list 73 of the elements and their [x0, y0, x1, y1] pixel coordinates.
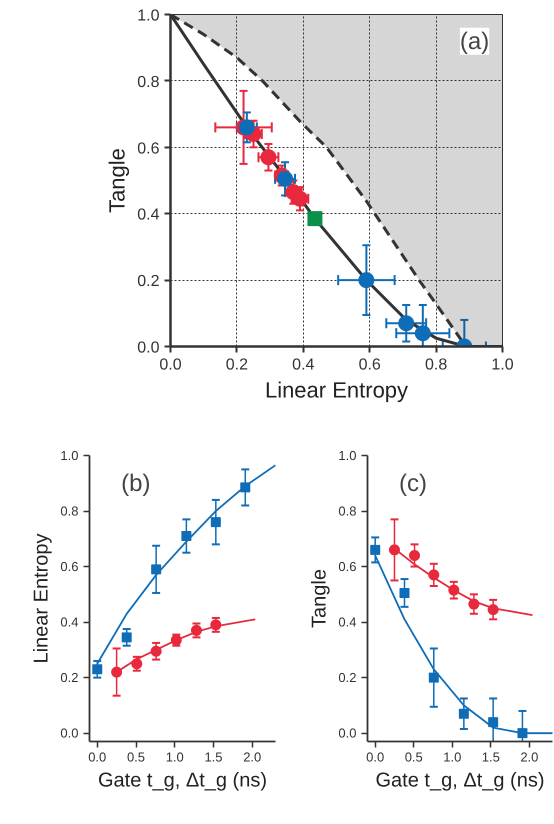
- x-axis-title: Gate t_g, Δt_g (ns): [98, 770, 268, 792]
- y-axis-title: Linear Entropy: [30, 533, 52, 664]
- x-tick-label: 0.0: [88, 750, 106, 764]
- x-tick-label: 0.4: [292, 356, 315, 374]
- x-tick-label: 0.0: [159, 356, 182, 374]
- point: [210, 517, 221, 528]
- y-tick-label: 0.6: [137, 140, 160, 158]
- point: [260, 149, 276, 166]
- point: [428, 672, 439, 683]
- y-tick-label: 0.0: [338, 726, 357, 741]
- point: [122, 632, 132, 642]
- point: [398, 315, 414, 332]
- y-tick-label: 0.8: [338, 504, 357, 519]
- x-axis-title: Linear Entropy: [264, 378, 408, 402]
- point: [428, 569, 440, 580]
- point: [400, 588, 410, 598]
- y-tick-label: 1.0: [60, 448, 79, 463]
- x-tick-label: 1.5: [482, 750, 500, 764]
- y-tick-label: 0.8: [137, 74, 160, 91]
- point: [370, 544, 380, 555]
- point: [210, 619, 222, 630]
- point: [448, 584, 460, 596]
- y-tick-label: 0.4: [137, 206, 160, 224]
- x-tick-label: 1.5: [204, 750, 223, 764]
- y-tick-label: 0.8: [60, 504, 79, 519]
- x-tick-label: 0.6: [358, 356, 381, 374]
- point: [151, 564, 162, 574]
- x-tick-label: 1.0: [443, 750, 462, 764]
- y-tick-label: 0.2: [60, 670, 79, 686]
- y-tick-label: 0.6: [338, 559, 357, 574]
- point: [131, 658, 142, 670]
- y-tick-label: 0.2: [137, 273, 160, 290]
- point: [181, 531, 192, 542]
- point: [111, 666, 122, 678]
- point: [277, 170, 294, 187]
- point: [238, 119, 255, 136]
- point: [517, 728, 528, 738]
- y-tick-label: 1.0: [137, 8, 160, 24]
- annotation: (a): [460, 28, 490, 55]
- y-tick-label: 0.6: [60, 559, 79, 574]
- point: [488, 604, 499, 616]
- point: [388, 544, 400, 556]
- y-tick-label: 0.0: [60, 726, 79, 741]
- point: [468, 598, 480, 610]
- x-tick-label: 0.8: [424, 356, 448, 374]
- y-tick-label: 0.2: [338, 670, 357, 686]
- x-tick-label: 0.5: [126, 750, 146, 764]
- point: [414, 325, 431, 342]
- y-tick-label: 1.0: [338, 448, 357, 463]
- point: [409, 550, 420, 561]
- point: [150, 646, 162, 657]
- x-tick-label: 1.0: [166, 750, 184, 764]
- point: [458, 708, 469, 719]
- x-tick-label: 2.0: [520, 750, 538, 764]
- point: [92, 664, 102, 674]
- y-tick-label: 0.0: [137, 340, 160, 356]
- x-tick-label: 0.0: [366, 750, 384, 764]
- point: [190, 624, 202, 636]
- y-tick-label: 0.4: [60, 614, 79, 630]
- annotation: (c): [398, 470, 427, 497]
- x-tick-label: 1.0: [491, 356, 514, 374]
- annotation: (b): [121, 470, 150, 497]
- y-axis-title: Tangle: [308, 569, 330, 628]
- point: [488, 717, 498, 728]
- point: [358, 272, 374, 288]
- y-axis-title: Tangle: [104, 148, 130, 213]
- point: [240, 482, 250, 492]
- x-tick-label: 0.2: [226, 356, 248, 374]
- x-tick-label: 0.5: [404, 750, 423, 764]
- y-tick-label: 0.4: [338, 614, 357, 630]
- x-axis-title: Gate t_g, Δt_g (ns): [376, 770, 545, 792]
- x-tick-label: 2.0: [243, 750, 262, 764]
- point: [307, 211, 322, 226]
